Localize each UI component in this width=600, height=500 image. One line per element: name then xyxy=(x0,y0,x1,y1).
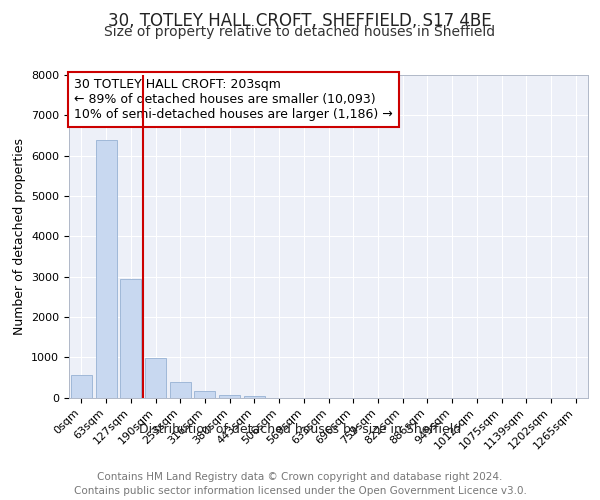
Bar xyxy=(71,375,92,398)
Text: 30 TOTLEY HALL CROFT: 203sqm
← 89% of detached houses are smaller (10,093)
10% o: 30 TOTLEY HALL CROFT: 203sqm ← 89% of de… xyxy=(74,78,393,121)
Bar xyxy=(194,391,215,398)
Bar xyxy=(219,395,240,398)
Bar xyxy=(120,278,141,398)
Y-axis label: Number of detached properties: Number of detached properties xyxy=(13,138,26,335)
Bar xyxy=(95,140,116,398)
Bar xyxy=(244,396,265,398)
Bar xyxy=(170,382,191,398)
Text: Distribution of detached houses by size in Sheffield: Distribution of detached houses by size … xyxy=(139,422,461,436)
Text: 30, TOTLEY HALL CROFT, SHEFFIELD, S17 4BE: 30, TOTLEY HALL CROFT, SHEFFIELD, S17 4B… xyxy=(108,12,492,30)
Bar xyxy=(145,358,166,398)
Text: Contains public sector information licensed under the Open Government Licence v3: Contains public sector information licen… xyxy=(74,486,526,496)
Text: Size of property relative to detached houses in Sheffield: Size of property relative to detached ho… xyxy=(104,25,496,39)
Text: Contains HM Land Registry data © Crown copyright and database right 2024.: Contains HM Land Registry data © Crown c… xyxy=(97,472,503,482)
